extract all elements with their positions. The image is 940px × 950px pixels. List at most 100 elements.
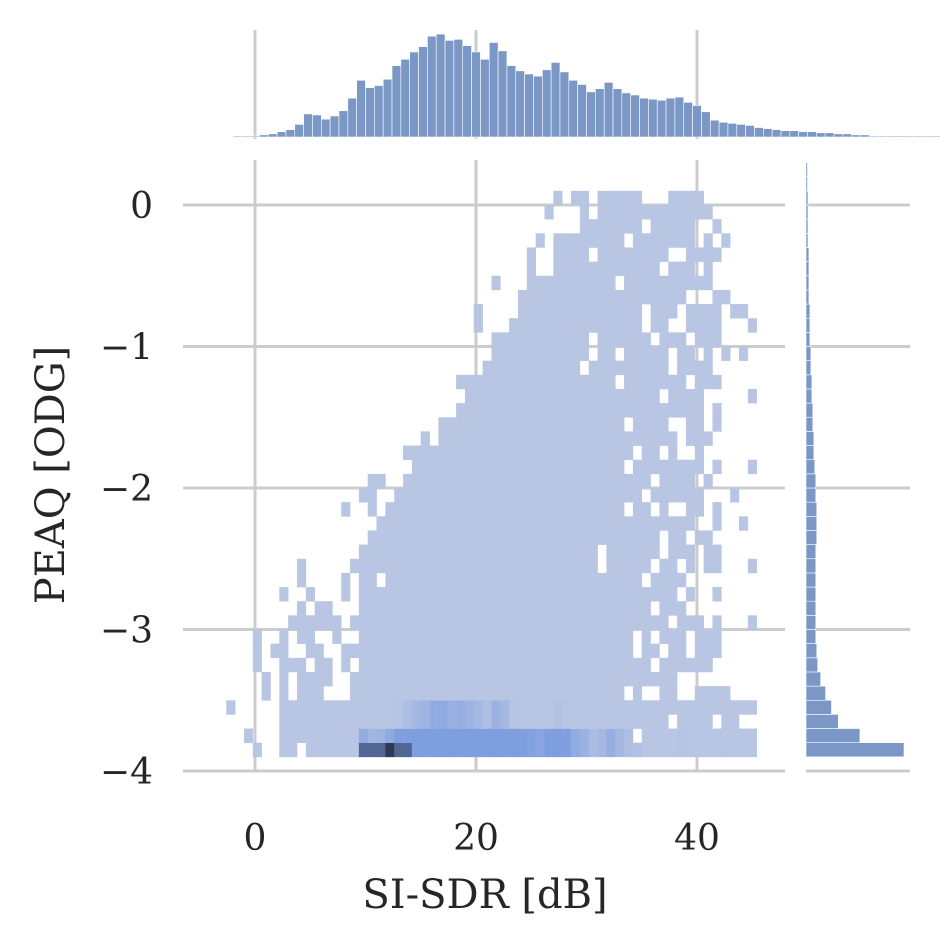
joint-hist-cell [473,445,483,460]
joint-hist-cell [456,587,466,602]
joint-hist-cell [526,544,536,560]
joint-hist-cell [420,530,430,545]
joint-hist-cell [677,261,687,277]
joint-hist-cell [641,544,651,560]
y-hist-bar [805,600,817,616]
joint-hist-cell [403,671,413,687]
joint-hist-cell [438,643,448,659]
joint-hist-cell [588,318,598,333]
joint-hist-cell [376,728,386,743]
joint-hist-cell [597,686,607,701]
joint-hist-cell [491,671,501,687]
joint-hist-cell [579,275,590,291]
joint-hist-cell [624,742,634,758]
joint-hist-cell [606,587,616,602]
joint-hist-cell [571,714,581,729]
joint-hist-cell [553,445,563,460]
joint-hist-cell [712,219,722,234]
joint-hist-cell [509,346,519,361]
joint-hist-cell [694,205,704,220]
joint-hist-cell [403,544,413,560]
joint-hist-cell [473,671,483,687]
joint-hist-cell [296,657,307,673]
joint-hist-cell [668,601,678,616]
x-tick-label: 20 [453,818,499,859]
x-hist-bar [418,46,428,138]
joint-hist-cell [464,530,475,545]
joint-hist-cell [394,615,404,630]
joint-hist-cell [509,587,519,602]
joint-hist-cell [296,601,307,616]
y-hist-bar [805,586,817,602]
x-hist-bar [930,135,940,138]
joint-hist-cell [685,587,696,602]
joint-hist-cell [606,247,616,262]
joint-hist-cell [588,657,598,673]
x-hist-bar [241,135,251,138]
joint-hist-cell [632,502,643,517]
x-hist-bar [816,132,826,138]
y-hist-bar [805,459,816,475]
x-hist-bar [762,128,773,138]
joint-hist-cell [588,360,598,376]
joint-hist-cell [279,742,289,758]
joint-hist-cell [659,488,669,503]
joint-hist-cell [403,558,413,574]
joint-hist-cell [535,587,545,602]
x-hist-bar [550,62,561,138]
joint-hist-cell [447,445,457,460]
joint-hist-cell [535,445,545,460]
joint-hist-cell [694,502,704,517]
joint-hist-cell [517,388,528,404]
joint-hist-cell [411,700,422,715]
joint-hist-cell [606,657,616,673]
joint-hist-cell [544,304,554,319]
joint-hist-cell [553,488,563,503]
joint-hist-cell [482,516,492,531]
joint-hist-cell [588,728,598,743]
joint-hist-cell [385,530,395,545]
joint-hist-cell [535,275,545,291]
x-hist-bar [294,124,304,138]
joint-hist-cell [677,629,687,644]
joint-hist-cell [650,700,660,715]
joint-hist-cell [685,431,696,446]
joint-hist-cell [694,530,704,545]
joint-hist-cell [385,643,395,659]
joint-hist-cell [668,728,678,743]
joint-hist-cell [579,530,590,545]
joint-hist-cell [597,275,607,291]
joint-hist-cell [747,615,757,630]
joint-hist-cell [571,601,581,616]
joint-hist-cell [509,544,519,560]
joint-hist-cell [597,643,607,659]
joint-hist-cell [473,572,483,588]
joint-hist-cell [279,700,289,715]
joint-hist-cell [562,374,572,390]
joint-hist-cell [473,530,483,545]
joint-hist-cell [509,332,519,347]
joint-hist-cell [420,572,430,588]
joint-hist-cell [500,332,510,347]
joint-hist-cell [491,459,501,475]
y-hist-bar [805,204,809,220]
joint-hist-cell [747,318,757,333]
joint-hist-cell [579,544,590,560]
joint-hist-cell [385,544,395,560]
joint-hist-cell [482,629,492,644]
joint-hist-cell [641,417,651,432]
joint-hist-cell [579,671,590,687]
joint-hist-cell [544,657,554,673]
joint-hist-cell [747,558,757,574]
joint-hist-cell [659,459,669,475]
joint-hist-cell [685,275,696,291]
joint-hist-cell [606,275,616,291]
joint-hist-cell [615,742,625,758]
joint-hist-cell [615,558,625,574]
x-hist-bar [674,96,685,138]
joint-hist-cell [456,473,466,489]
joint-hist-cell [694,332,704,347]
joint-hist-cell [694,643,704,659]
joint-hist-cell [553,516,563,531]
